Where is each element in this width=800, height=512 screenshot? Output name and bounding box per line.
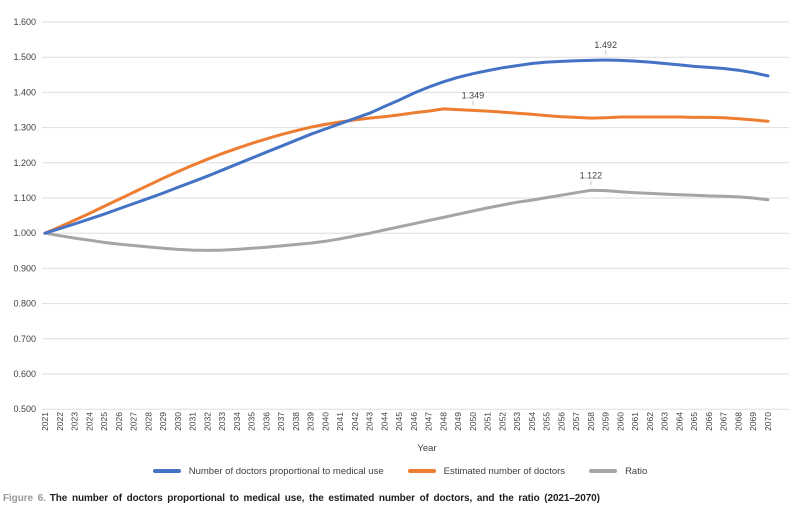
x-axis-tick-label: 2066 <box>704 412 714 431</box>
x-axis-tick-label: 2032 <box>202 412 212 431</box>
x-axis-tick-label: 2059 <box>601 412 611 431</box>
legend-swatch-ratio-line <box>589 469 618 473</box>
x-axis-tick-label: 2062 <box>645 412 655 431</box>
x-axis-tick-label: 2064 <box>675 412 685 431</box>
x-axis-tick-label: 2030 <box>173 412 183 431</box>
x-axis-tick-label: 2045 <box>394 412 404 431</box>
x-axis-title: Year <box>417 443 436 454</box>
y-axis-tick-label: 1.000 <box>13 228 36 238</box>
legend-label-proportional: Number of doctors proportional to medica… <box>188 465 384 477</box>
x-axis-tick-label: 2023 <box>70 412 80 431</box>
y-axis-tick-label: 0.900 <box>13 263 36 273</box>
x-axis-tick-label: 2034 <box>232 412 242 431</box>
x-axis-tick-label: 2031 <box>188 412 198 431</box>
figure-number: Figure 6. <box>3 493 46 504</box>
x-axis-tick-label: 2036 <box>261 412 271 431</box>
y-axis-tick-label: 0.800 <box>13 299 36 309</box>
x-axis-tick-label: 2029 <box>158 412 168 431</box>
x-axis-tick-label: 2051 <box>483 412 493 431</box>
legend-swatch-estimated-line <box>407 469 436 473</box>
x-axis-tick-label: 2025 <box>99 412 109 431</box>
x-axis-tick-label: 2040 <box>320 412 330 431</box>
x-axis-tick-label: 2027 <box>129 412 139 431</box>
y-axis-tick-label: 1.600 <box>13 17 36 27</box>
x-axis-tick-label: 2063 <box>660 412 670 431</box>
x-axis-tick-label: 2068 <box>734 412 744 431</box>
line-chart: 0.500 0.600 0.700 0.800 0.900 1.000 1.100 1.200… <box>13 17 789 454</box>
series-line-ratio <box>43 188 770 252</box>
x-axis-tick-label: 2057 <box>571 412 581 431</box>
series-line-proportional <box>43 58 770 235</box>
x-axis-tick-label: 2038 <box>291 412 301 431</box>
y-axis-tick-label: 1.100 <box>13 193 36 203</box>
legend-item-proportional: Number of doctors proportional to medica… <box>152 465 384 477</box>
x-axis-tick-label: 2065 <box>689 412 699 431</box>
x-axis-tick-label: 2056 <box>556 412 566 431</box>
x-axis-tick-label: 2039 <box>306 412 316 431</box>
legend-swatch-proportional-line <box>152 469 181 473</box>
x-axis-tick-label: 2053 <box>512 412 522 431</box>
x-axis-tick-label: 2048 <box>438 412 448 431</box>
y-axis-tick-label: 0.600 <box>13 369 36 379</box>
y-axis-tick-label: 0.700 <box>13 334 36 344</box>
legend-item-ratio: Ratio <box>589 466 647 477</box>
x-axis-tick-label: 2041 <box>335 412 345 431</box>
y-axis-tick-label: 1.200 <box>13 158 36 168</box>
x-axis-tick-label: 2052 <box>497 412 507 431</box>
data-label-proportional: 1.492 <box>594 40 617 50</box>
y-axis-tick-label: 0.500 <box>13 404 36 414</box>
x-axis-tick-label: 2070 <box>763 412 773 431</box>
legend-label-estimated: Estimated number of doctors <box>443 465 566 477</box>
x-axis-tick-label: 2042 <box>350 412 360 431</box>
x-axis-tick-label: 2033 <box>217 412 227 431</box>
x-axis-tick-label: 2069 <box>748 412 758 431</box>
x-axis-tick-label: 2035 <box>247 412 257 431</box>
x-axis-tick-label: 2047 <box>424 412 434 431</box>
figure-caption: Figure 6. The number of doctors proportio… <box>3 493 792 504</box>
x-axis-tick-label: 2037 <box>276 412 286 431</box>
x-axis-tick-label: 2049 <box>453 412 463 431</box>
legend-label-ratio: Ratio <box>625 465 648 477</box>
x-axis-tick-label: 2054 <box>527 412 537 431</box>
x-axis-tick-label: 2026 <box>114 412 124 431</box>
x-axis-tick-label: 2061 <box>630 412 640 431</box>
x-axis-tick-label: 2060 <box>615 412 625 431</box>
x-axis-tick-label: 2021 <box>40 412 50 431</box>
data-label-ratio: 1.122 <box>580 170 603 180</box>
y-axis-tick-label: 1.500 <box>13 52 36 62</box>
x-axis-tick-label: 2050 <box>468 412 478 431</box>
x-axis-tick-label: 2028 <box>143 412 153 431</box>
x-axis-tick-label: 2022 <box>55 412 65 431</box>
x-axis-tick-label: 2067 <box>719 412 729 431</box>
figure-caption-text: The number of doctors proportional to me… <box>49 493 600 504</box>
x-axis-tick-label: 2044 <box>379 412 389 431</box>
x-axis-tick-label: 2055 <box>542 412 552 431</box>
series-line-estimated <box>43 107 770 235</box>
y-axis-tick-label: 1.400 <box>13 87 36 97</box>
legend-item-estimated: Estimated number of doctors <box>407 465 566 477</box>
x-axis-tick-label: 2043 <box>365 412 375 431</box>
data-label-estimated: 1.349 <box>462 90 485 100</box>
y-axis-tick-label: 1.300 <box>13 123 36 133</box>
x-axis-tick-label: 2046 <box>409 412 419 431</box>
chart-legend: Number of doctors proportional to medica… <box>0 464 800 478</box>
x-axis-tick-label: 2024 <box>84 412 94 431</box>
x-axis-tick-label: 2058 <box>586 412 596 431</box>
